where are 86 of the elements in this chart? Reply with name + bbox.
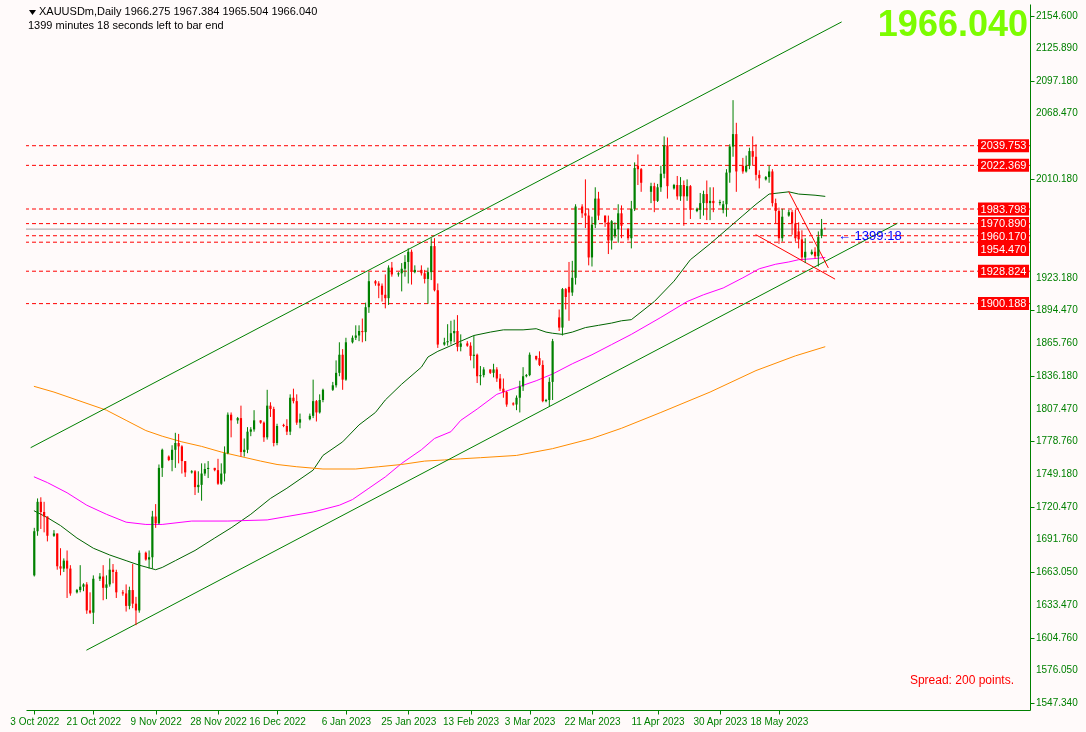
x-tick-label: 13 Feb 2023 [443,715,500,727]
x-tick-label: 30 Apr 2023 [693,715,748,727]
candlestick [275,423,279,446]
candlestick [39,496,42,530]
y-tick-label: 1663.050 [1036,565,1079,577]
candlestick [479,365,482,386]
y-tick-label: 1633.470 [1036,599,1079,611]
ref-line-label: 1960.170 [980,230,1027,243]
x-tick-label: 3 Oct 2022 [10,715,60,727]
ref-line-label: 1983.798 [980,202,1027,215]
y-tick-label: 1604.760 [1036,631,1079,643]
candlestick [207,460,210,479]
x-tick-label: 22 Mar 2023 [564,715,621,727]
candlestick [820,218,823,239]
y-tick-label: 1749.180 [1036,468,1079,480]
candlestick [548,376,551,408]
y-tick-label: 2125.890 [1036,42,1079,54]
candlestick [699,192,702,220]
candlestick [558,308,561,332]
y-tick-label: 1894.470 [1036,304,1079,316]
candlestick [449,320,453,346]
x-tick-label: 9 Nov 2022 [130,715,183,727]
ref-line-label: 1954.470 [980,243,1027,256]
x-tick-label: 6 Jan 2023 [321,715,372,727]
candlestick [446,323,449,347]
y-tick-label: 2097.180 [1036,74,1079,86]
candlestick [252,409,256,433]
y-tick-label: 1836.180 [1036,370,1079,382]
candlestick [315,399,318,422]
y-tick-label: 2010.180 [1036,173,1079,185]
y-tick-label: 2068.470 [1036,107,1079,119]
chart-title: XAUUSDm,Daily 1966.275 1967.384 1965.504 1966.040 [39,5,318,17]
candlestick [43,501,46,533]
candlestick [817,230,820,267]
candlestick [174,432,177,469]
x-tick-label: 28 Nov 2022 [190,715,248,727]
y-tick-label: 1576.050 [1036,664,1079,676]
x-tick-label: 25 Jan 2023 [381,715,437,727]
y-tick-label: 1691.760 [1036,533,1079,545]
candlestick [193,469,197,496]
candlestick [407,247,410,284]
ref-line-label: 1970.890 [980,217,1027,230]
candlestick [649,182,653,204]
candlestick [98,572,101,582]
candlestick [768,165,771,184]
candlestick [190,469,193,475]
candlestick [469,341,472,361]
y-tick-label: 2154.600 [1036,9,1079,21]
x-tick-label: 18 May 2023 [750,715,809,727]
candlestick [125,583,128,613]
candlestick [246,426,249,454]
y-tick-label: 1778.760 [1036,435,1079,446]
y-tick-label: 1865.760 [1036,336,1079,348]
y-tick-label: 1720.470 [1036,500,1079,512]
candlestick [702,190,705,217]
candlestick [403,254,407,278]
annotation: Spread: 200 points. [909,673,1014,687]
ref-line-label: 1928.824 [980,264,1027,277]
x-tick-label: 21 Oct 2022 [66,715,122,727]
y-tick-label: 1547.340 [1036,696,1079,708]
x-tick-label: 16 Dec 2022 [249,715,307,727]
x-tick-label: 3 Mar 2023 [504,715,556,727]
text: 1399 minutes 18 seconds left to bar end [28,19,224,31]
candlestick [128,586,131,610]
candlestick [312,379,315,419]
candlestick [102,564,105,601]
candlestick [610,219,613,251]
candlestick [295,393,298,426]
annotation: 1966.040 [877,3,1028,44]
line-series [33,191,826,571]
candlestick [679,176,682,202]
ref-line-label: 2039.753 [980,139,1027,152]
candlestick [180,444,183,475]
y-tick-label: 1807.470 [1036,402,1079,414]
y-tick-label: 1923.180 [1036,271,1079,283]
candlestick [718,199,722,206]
candlestick [59,547,62,576]
candlestick [456,314,459,352]
x-tick-label: 11 Apr 2023 [631,715,686,727]
candlestick [298,413,302,429]
candlestick [361,318,364,343]
ref-line-label: 2022.369 [980,158,1027,171]
candlestick [200,462,203,502]
candlestick [748,147,751,170]
ref-line-label: 1900.188 [980,297,1027,310]
candlestick [686,178,689,202]
